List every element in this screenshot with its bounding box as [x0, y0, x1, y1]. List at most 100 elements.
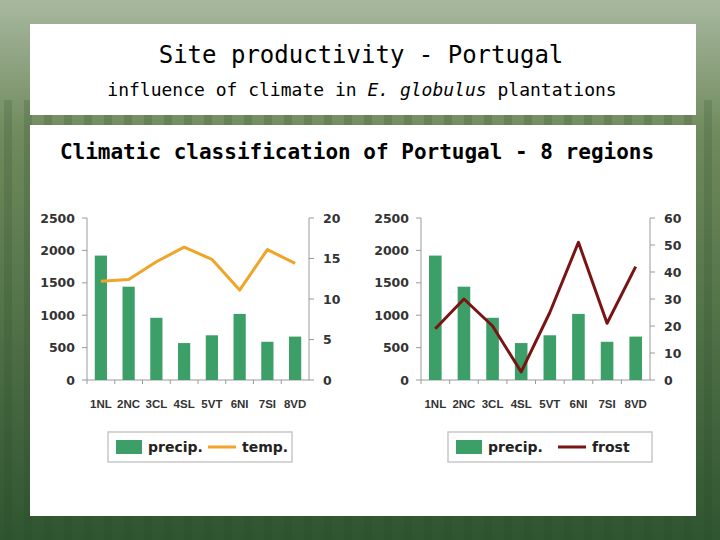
- y2-tick-label: 15: [323, 251, 340, 266]
- x-tick: [449, 380, 450, 384]
- y-tick-label: 2000: [374, 243, 409, 258]
- y-tick: [416, 250, 421, 251]
- bg-stripe: [4, 100, 12, 540]
- x-tick-label: 7SI: [598, 398, 615, 410]
- y2-tick-label: 0: [664, 373, 673, 388]
- bar: [629, 337, 642, 380]
- header-panel: [30, 24, 696, 115]
- subtitle: influence of climate in E. globulus plan…: [107, 79, 616, 100]
- bar: [206, 335, 218, 380]
- y2-tick-label: 20: [323, 211, 341, 226]
- y-tick: [82, 380, 87, 381]
- x-tick: [170, 380, 171, 384]
- bar: [123, 287, 135, 380]
- y-tick: [416, 282, 421, 283]
- y-tick-label: 2000: [40, 243, 75, 258]
- line: [435, 242, 635, 372]
- legend-swatch: [558, 446, 586, 449]
- y2-tick: [309, 218, 314, 219]
- x-tick: [87, 380, 88, 384]
- x-tick: [564, 380, 565, 384]
- legend: precip. temp.: [108, 432, 292, 462]
- plot-area: [95, 247, 301, 380]
- y-tick-label: 2500: [374, 211, 409, 226]
- y2-tick: [309, 299, 314, 300]
- x-tick: [253, 380, 254, 384]
- y-tick-label: 0: [400, 373, 409, 388]
- y-axis: [87, 218, 88, 380]
- bar: [572, 314, 585, 380]
- subtitle-part: plantations: [487, 79, 617, 100]
- y-tick-label: 1500: [40, 275, 75, 290]
- x-tick-label: 3CL: [146, 398, 168, 410]
- y2-tick: [650, 326, 655, 327]
- legend-box: [108, 432, 292, 462]
- bar: [178, 343, 190, 380]
- heading: Climatic classification of Portugal - 8 …: [60, 140, 654, 164]
- bar: [429, 256, 442, 380]
- y-axis: [421, 218, 422, 380]
- y2-tick: [309, 258, 314, 259]
- bg-stripe: [704, 100, 712, 540]
- x-tick-label: 1NL: [90, 398, 112, 410]
- x-tick: [506, 380, 507, 384]
- y2-tick: [650, 380, 655, 381]
- y2-tick: [650, 272, 655, 273]
- x-tick: [198, 380, 199, 384]
- y2-tick-label: 10: [664, 346, 682, 361]
- y-tick-label: 500: [383, 340, 409, 355]
- y2-tick: [650, 353, 655, 354]
- x-tick-label: 7SI: [259, 398, 276, 410]
- content-panel: [30, 125, 696, 516]
- legend-label: frost: [592, 439, 630, 455]
- y2-tick: [650, 245, 655, 246]
- bar: [150, 318, 162, 380]
- y-tick: [416, 218, 421, 219]
- legend-label: precip.: [488, 439, 543, 455]
- x-tick-label: 8VD: [284, 398, 306, 410]
- y-tick-label: 1000: [40, 308, 75, 323]
- legend-swatch: [456, 440, 482, 454]
- slide: Site productivity - Portugal influence of…: [0, 0, 720, 540]
- y-tick-label: 0: [66, 373, 75, 388]
- y-tick: [82, 218, 87, 219]
- x-tick: [621, 380, 622, 384]
- y2-tick: [309, 339, 314, 340]
- x-tick-label: 4SL: [174, 398, 195, 410]
- legend: precip. frost: [448, 432, 652, 462]
- y-tick: [82, 347, 87, 348]
- line: [101, 247, 295, 290]
- chart: 05001000150020002500051015201NL2NC3CL4SL…: [40, 211, 340, 463]
- y-tick-label: 2500: [40, 211, 75, 226]
- title: Site productivity - Portugal: [159, 41, 564, 69]
- bar: [95, 256, 107, 380]
- y2-tick-label: 5: [323, 332, 332, 347]
- x-tick-label: 2NC: [117, 398, 140, 410]
- bar: [601, 342, 614, 380]
- y-tick: [82, 250, 87, 251]
- y2-tick-label: 20: [664, 319, 682, 334]
- x-tick-label: 6NI: [231, 398, 249, 410]
- y-tick: [416, 347, 421, 348]
- x-tick-label: 1NL: [424, 398, 446, 410]
- y2-tick-label: 30: [664, 292, 682, 307]
- y-tick: [416, 315, 421, 316]
- y2-tick-label: 40: [664, 265, 682, 280]
- x-tick: [225, 380, 226, 384]
- bar: [544, 335, 557, 380]
- y2-tick-label: 10: [323, 292, 341, 307]
- x-tick: [114, 380, 115, 384]
- legend-box: [448, 432, 652, 462]
- y-tick: [82, 315, 87, 316]
- legend-swatch: [208, 446, 236, 449]
- chart: 0500100015002000250001020304050601NL2NC3…: [374, 211, 681, 463]
- bar: [234, 314, 246, 380]
- x-tick: [535, 380, 536, 384]
- x-tick: [478, 380, 479, 384]
- y2-tick-label: 60: [664, 211, 682, 226]
- y2-tick-label: 0: [323, 373, 332, 388]
- y-tick: [416, 380, 421, 381]
- legend-label: temp.: [242, 439, 288, 455]
- y2-tick: [650, 218, 655, 219]
- legend-label: precip.: [148, 439, 203, 455]
